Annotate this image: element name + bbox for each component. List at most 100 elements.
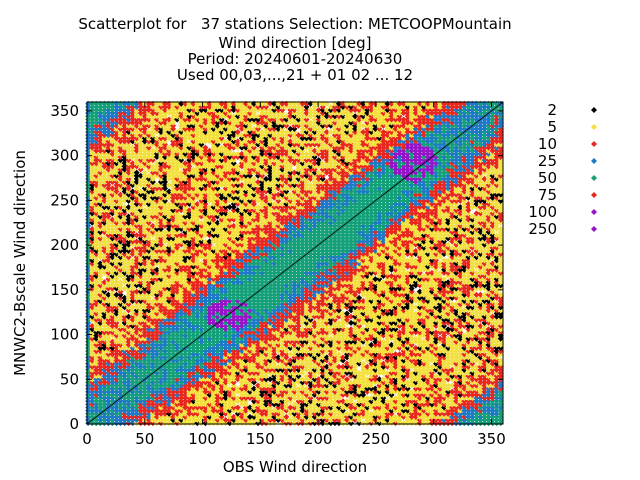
point-bin-2: [263, 398, 270, 405]
point-bin-10: [121, 410, 128, 417]
point-bin-10: [307, 395, 314, 402]
point-bin-50: [137, 395, 144, 402]
point-bin-2: [428, 401, 435, 408]
point-bin-10: [162, 407, 168, 414]
point-bin-5: [331, 413, 338, 420]
point-bin-2: [372, 413, 379, 420]
point-bin-5: [437, 413, 444, 420]
point-bin-10: [299, 398, 306, 405]
point-bin-10: [376, 413, 383, 420]
point-bin-25: [117, 413, 124, 420]
point-bin-10: [210, 404, 217, 411]
point-bin-5: [194, 395, 201, 402]
point-bin-5: [372, 420, 379, 427]
point-bin-5: [230, 407, 237, 414]
point-bin-10: [178, 398, 185, 405]
point-bin-5: [222, 407, 229, 414]
point-bin-10: [89, 401, 96, 408]
point-bin-50: [481, 416, 488, 423]
point-bin-5: [356, 395, 363, 402]
point-bin-50: [481, 413, 488, 420]
point-bin-10: [214, 398, 221, 405]
point-bin-25: [101, 413, 108, 420]
point-bin-5: [356, 404, 363, 411]
point-bin-5: [170, 401, 177, 408]
point-bin-5: [424, 404, 431, 411]
point-bin-5: [339, 416, 346, 423]
point-bin-5: [327, 407, 334, 414]
point-bin-5: [242, 420, 249, 427]
point-bin-5: [275, 398, 282, 405]
point-bin-10: [259, 407, 266, 414]
point-bin-10: [412, 410, 419, 417]
point-bin-10: [182, 401, 189, 408]
point-bin-25: [129, 420, 136, 427]
point-bin-5: [198, 413, 205, 420]
point-bin-5: [153, 420, 160, 427]
point-bin-10: [137, 420, 144, 427]
point-bin-5: [250, 401, 257, 408]
point-bin-50: [93, 398, 100, 405]
point-bin-10: [319, 410, 326, 417]
point-bin-10: [198, 404, 205, 411]
point-bin-10: [230, 413, 237, 420]
point-bin-2: [356, 420, 363, 427]
point-bin-5: [339, 413, 346, 420]
point-bin-2: [218, 410, 225, 417]
point-bin-25: [125, 398, 132, 405]
point-bin-50: [481, 410, 488, 417]
point-bin-10: [182, 398, 189, 405]
point-bin-10: [368, 420, 375, 427]
point-bin-10: [437, 416, 444, 423]
point-bin-10: [263, 420, 270, 427]
point-bin-5: [348, 410, 355, 417]
point-bin-5: [364, 420, 371, 427]
point-bin-10: [323, 404, 330, 411]
point-bin-2: [352, 410, 359, 417]
point-bin-5: [335, 395, 342, 402]
point-bin-10: [432, 401, 439, 408]
point-bin-2: [356, 401, 363, 408]
point-bin-25: [477, 398, 484, 405]
point-bin-5: [246, 416, 253, 423]
point-bin-25: [461, 404, 468, 411]
point-bin-5: [323, 398, 330, 405]
point-bin-5: [234, 407, 241, 414]
point-bin-10: [437, 395, 444, 402]
point-bin-10: [153, 395, 160, 402]
point-bin-5: [360, 420, 367, 427]
point-bin-2: [307, 398, 314, 405]
point-bin-10: [174, 410, 181, 417]
point-bin-2: [319, 407, 326, 414]
point-bin-10: [279, 416, 286, 423]
point-bin-10: [392, 398, 399, 405]
point-bin-2: [194, 420, 201, 427]
point-bin-5: [226, 410, 233, 417]
point-bin-25: [149, 404, 156, 411]
point-bin-25: [133, 410, 140, 417]
point-bin-5: [295, 407, 302, 414]
point-bin-25: [105, 416, 112, 423]
point-bin-5: [380, 413, 387, 420]
point-bin-25: [113, 404, 120, 411]
point-bin-5: [392, 407, 399, 414]
point-bin-10: [412, 398, 419, 405]
point-bin-10: [319, 404, 326, 411]
point-bin-10: [170, 398, 177, 405]
point-bin-10: [202, 413, 209, 420]
point-bin-50: [93, 395, 100, 402]
point-bin-5: [465, 395, 472, 402]
point-bin-10: [137, 401, 144, 408]
point-bin-50: [469, 416, 476, 423]
point-bin-5: [174, 404, 181, 411]
point-bin-25: [129, 416, 136, 423]
point-bin-25: [469, 420, 476, 427]
point-bin-5: [291, 407, 298, 414]
point-bin-10: [218, 413, 225, 420]
point-bin-10: [481, 395, 488, 402]
point-bin-10: [157, 395, 164, 402]
point-bin-5: [331, 401, 338, 408]
point-bin-5: [206, 420, 213, 427]
point-bin-25: [489, 410, 496, 417]
point-bin-50: [125, 404, 132, 411]
